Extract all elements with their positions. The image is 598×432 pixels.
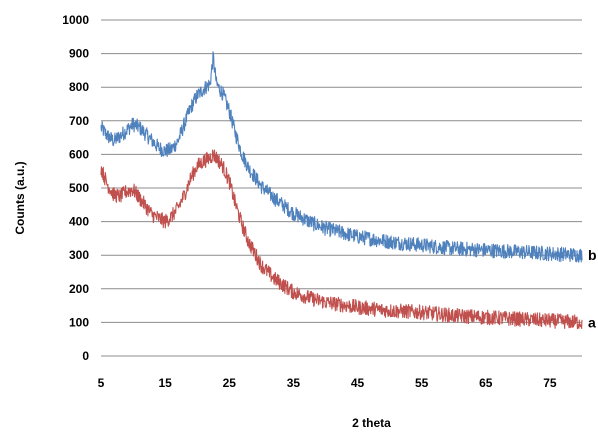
y-tick-label: 0 <box>82 349 89 363</box>
x-tick-label: 35 <box>287 376 301 390</box>
x-tick-labels: 5 15 25 35 45 55 65 75 <box>98 376 557 390</box>
x-tick-label: 45 <box>351 376 365 390</box>
y-tick-label: 200 <box>69 282 89 296</box>
y-tick-label: 300 <box>69 248 89 262</box>
y-tick-label: 900 <box>69 47 89 61</box>
y-tick-label: 400 <box>69 215 89 229</box>
y-tick-label: 500 <box>69 181 89 195</box>
series-line-a <box>100 149 583 330</box>
gridlines <box>101 19 582 323</box>
y-tick-label: 800 <box>69 80 89 94</box>
x-axis-title: 2 theta <box>352 416 391 430</box>
y-tick-label: 700 <box>69 114 89 128</box>
x-tick-label: 75 <box>543 376 557 390</box>
series-lines <box>100 51 583 330</box>
x-tick-label: 55 <box>415 376 429 390</box>
x-tick-label: 15 <box>158 376 172 390</box>
series-labels: ba <box>588 247 597 330</box>
y-tick-label: 600 <box>69 147 89 161</box>
y-tick-labels: 0 100 200 300 400 500 600 700 800 900 1000 <box>62 13 89 363</box>
series-label-b: b <box>588 247 597 263</box>
y-axis-title: Counts (a.u.) <box>13 161 27 234</box>
y-tick-label: 1000 <box>62 13 89 27</box>
series-line-b <box>100 51 583 263</box>
x-tick-label: 65 <box>479 376 493 390</box>
series-label-a: a <box>588 314 596 330</box>
x-tick-label: 25 <box>223 376 237 390</box>
x-tick-label: 5 <box>98 376 105 390</box>
y-tick-label: 100 <box>69 315 89 329</box>
